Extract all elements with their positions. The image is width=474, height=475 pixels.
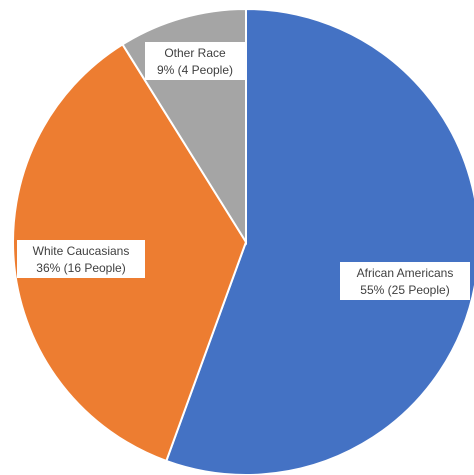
data-label-white-caucasians: White Caucasians 36% (16 People) — [17, 240, 145, 278]
data-label-value: 55% (25 People) — [360, 283, 449, 297]
data-label-name: African Americans — [357, 266, 454, 280]
data-label-value: 36% (16 People) — [36, 261, 125, 275]
data-label-name: White Caucasians — [33, 244, 130, 258]
data-label-value: 9% (4 People) — [157, 63, 233, 77]
data-label-name: Other Race — [164, 46, 226, 60]
data-label-box — [17, 240, 145, 278]
pie-slice-african-americans — [165, 7, 474, 475]
data-label-box — [145, 42, 245, 80]
data-label-box — [340, 262, 470, 300]
data-label-other-race: Other Race 9% (4 People) — [145, 42, 245, 80]
data-label-african-americans: African Americans 55% (25 People) — [340, 262, 470, 300]
labels-layer: African Americans 55% (25 People) White Ca… — [17, 42, 470, 300]
